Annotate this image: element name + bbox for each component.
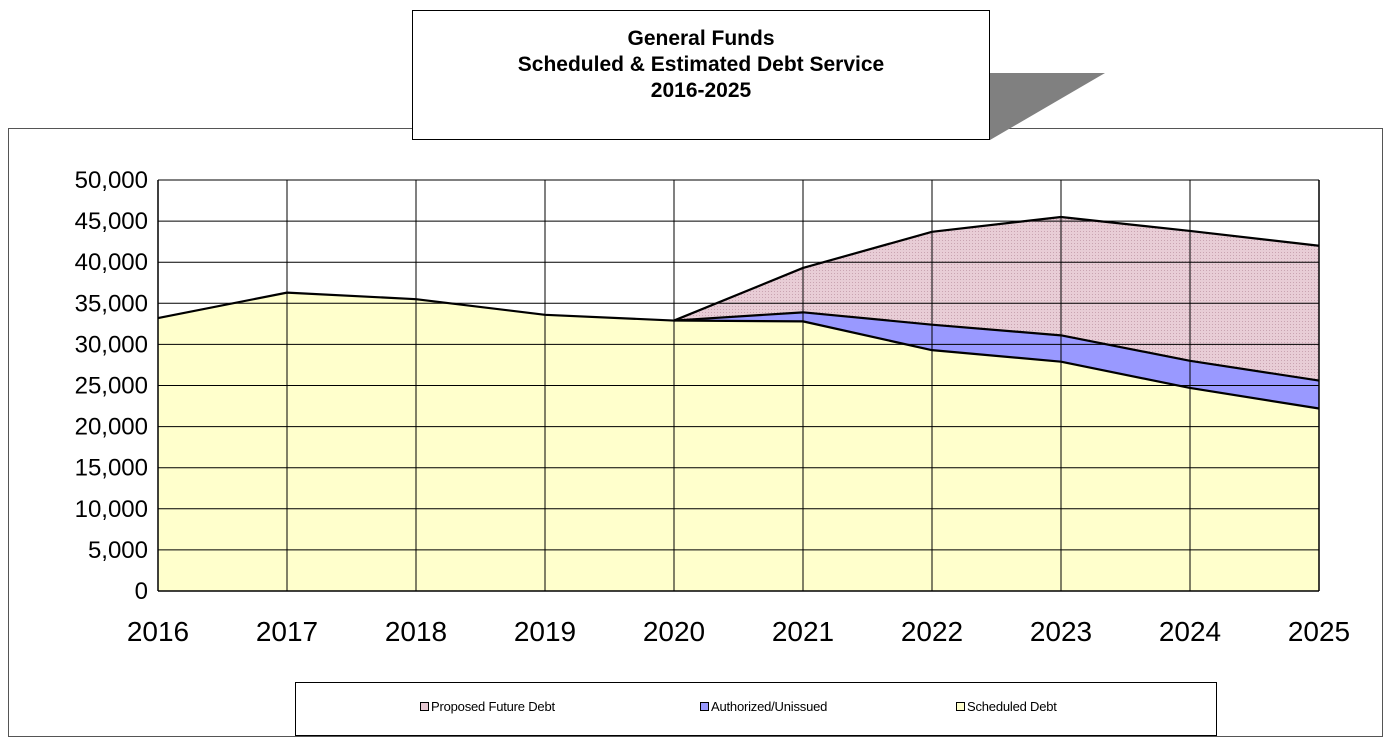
x-tick-label: 2017: [256, 616, 318, 647]
x-tick-label: 2021: [772, 616, 834, 647]
x-tick-label: 2019: [514, 616, 576, 647]
y-tick-label: 5,000: [88, 537, 148, 564]
x-tick-label: 2023: [1030, 616, 1092, 647]
y-tick-label: 10,000: [75, 496, 148, 523]
chart-legend: Proposed Future Debt Authorized/Unissued…: [295, 682, 1217, 736]
area-authorized-unissued: [158, 292, 1319, 409]
y-tick-label: 20,000: [75, 414, 148, 441]
x-tick-label: 2024: [1159, 616, 1221, 647]
legend-label-authorized: Authorized/Unissued: [711, 699, 828, 714]
chart-title-box: General Funds Scheduled & Estimated Debt…: [412, 10, 990, 140]
line-proposed-future-debt: [673, 215, 1320, 322]
y-tick-label: 0: [135, 578, 148, 605]
legend-label-proposed: Proposed Future Debt: [431, 699, 555, 714]
chart-title-line-2: Scheduled & Estimated Debt Service: [517, 53, 885, 76]
x-tick-label: 2020: [643, 616, 705, 647]
line-scheduled-debt: [157, 291, 1320, 410]
y-tick-label: 25,000: [75, 373, 148, 400]
y-tick-label: 40,000: [75, 249, 148, 276]
y-tick-label: 35,000: [75, 290, 148, 317]
legend-item-authorized: Authorized/Unissued: [700, 699, 827, 714]
y-tick-label: 30,000: [75, 331, 148, 358]
chart-title-line-1: General Funds: [627, 27, 775, 50]
legend-swatch-authorized: [700, 702, 709, 711]
legend-item-proposed: Proposed Future Debt: [420, 699, 555, 714]
area-proposed-future-debt: [158, 216, 1319, 381]
x-tick-label: 2025: [1288, 616, 1350, 647]
legend-swatch-scheduled: [956, 702, 965, 711]
legend-label-scheduled: Scheduled Debt: [967, 699, 1057, 714]
x-tick-label: 2016: [127, 616, 189, 647]
y-tick-label: 45,000: [75, 208, 148, 235]
y-tick-label: 15,000: [75, 455, 148, 482]
legend-item-scheduled: Scheduled Debt: [956, 699, 1057, 714]
y-tick-label: 50,000: [75, 167, 148, 194]
legend-swatch-proposed: [420, 702, 429, 711]
x-tick-label: 2022: [901, 616, 963, 647]
x-tick-label: 2018: [385, 616, 447, 647]
chart-title-line-3: 2016-2025: [650, 79, 752, 102]
line-authorized-unissued: [673, 311, 1320, 382]
area-scheduled-debt: [158, 292, 1319, 591]
